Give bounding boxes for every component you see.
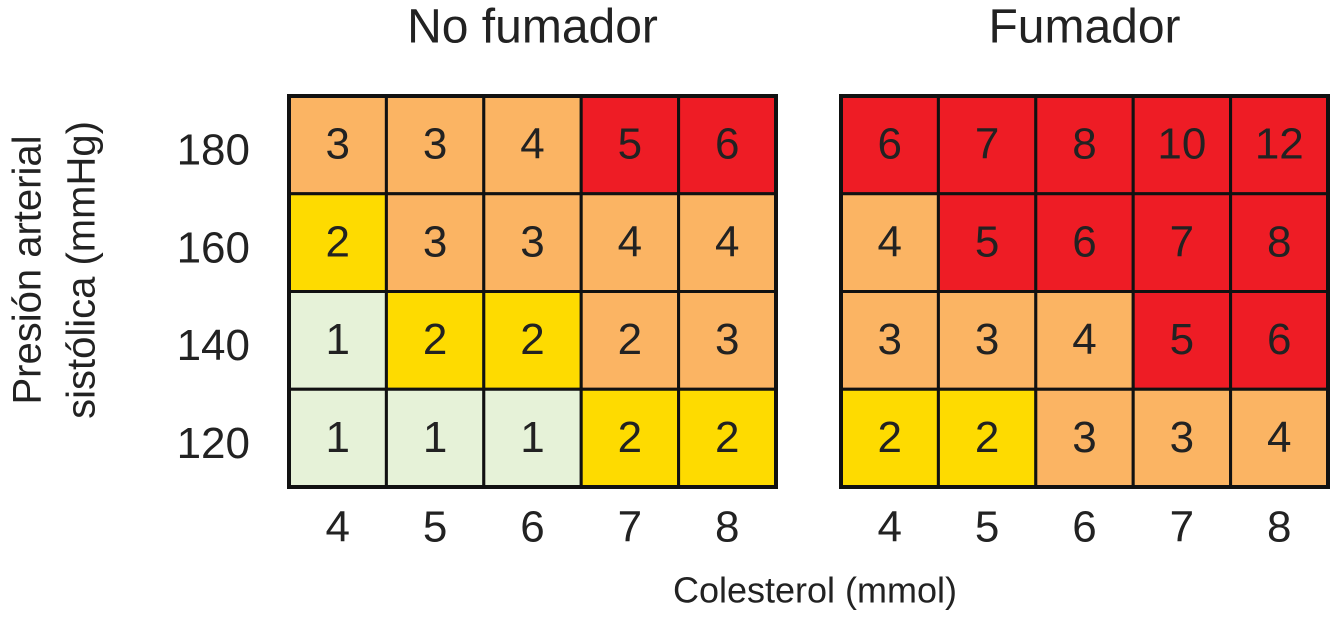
cell-label: 4 <box>877 217 901 266</box>
cell-label: 2 <box>618 413 642 462</box>
x-tick-label: 8 <box>715 503 739 552</box>
cell-label: 6 <box>877 120 901 169</box>
cell-label: 3 <box>423 120 447 169</box>
x-tick-label: 4 <box>325 503 349 552</box>
cell-label: 6 <box>715 120 739 169</box>
cell-label: 3 <box>975 315 999 364</box>
cell-label: 4 <box>618 217 642 266</box>
y-tick-label: 140 <box>177 321 250 370</box>
x-axis-label: Colesterol (mmol) <box>673 570 957 611</box>
cell-label: 4 <box>1072 315 1096 364</box>
heatmap-cell <box>579 290 681 391</box>
cell-label: 3 <box>1072 413 1096 462</box>
cell-label: 3 <box>715 315 739 364</box>
heatmap-cell <box>936 192 1038 293</box>
x-tick-label: 4 <box>877 503 901 552</box>
x-tick-label: 8 <box>1267 503 1291 552</box>
cell-label: 1 <box>423 413 447 462</box>
heatmap-border <box>287 94 778 489</box>
cell-label: 3 <box>1170 413 1194 462</box>
cell-label: 2 <box>423 315 447 364</box>
cell-label: 4 <box>520 120 544 169</box>
x-tick-label: 7 <box>618 503 642 552</box>
heatmap-cell <box>482 192 583 293</box>
cell-label: 1 <box>325 413 349 462</box>
heatmap-cell <box>1131 387 1233 489</box>
cell-label: 2 <box>715 413 739 462</box>
heatmap-cell <box>677 192 778 293</box>
chart-title: Fumador <box>988 1 1180 54</box>
heatmap-cell <box>384 387 486 489</box>
cell-label: 5 <box>975 217 999 266</box>
x-tick-label: 6 <box>1072 503 1096 552</box>
cell-label: 2 <box>975 413 999 462</box>
y-axis-label: Presión arterial <box>6 135 50 404</box>
heatmap-border <box>839 94 1330 489</box>
x-tick-label: 5 <box>975 503 999 552</box>
heatmap-cell <box>384 94 486 196</box>
x-tick-label: 7 <box>1170 503 1194 552</box>
cell-label: 2 <box>520 315 544 364</box>
y-tick-label: 120 <box>177 419 250 468</box>
x-tick-label: 5 <box>423 503 447 552</box>
cell-label: 2 <box>618 315 642 364</box>
y-axis-label: sistólica (mmHg) <box>60 121 104 419</box>
cell-label: 10 <box>1157 120 1206 169</box>
cell-label: 6 <box>1267 315 1291 364</box>
cell-label: 7 <box>1170 217 1194 266</box>
heatmap-cell <box>384 290 486 391</box>
cell-label: 4 <box>1267 413 1291 462</box>
heatmap-cell <box>1229 290 1330 391</box>
heatmap-cell <box>579 387 681 489</box>
cell-label: 7 <box>975 120 999 169</box>
cell-label: 2 <box>877 413 901 462</box>
x-tick-label: 6 <box>520 503 544 552</box>
heatmap-cell <box>1229 387 1330 489</box>
cell-label: 3 <box>325 120 349 169</box>
chart-title: No fumador <box>407 1 658 54</box>
y-tick-label: 180 <box>177 126 250 175</box>
cell-label: 6 <box>1072 217 1096 266</box>
cell-label: 4 <box>715 217 739 266</box>
cell-label: 5 <box>618 120 642 169</box>
y-tick-label: 160 <box>177 223 250 272</box>
heatmap-cell <box>677 387 778 489</box>
cell-label: 5 <box>1170 315 1194 364</box>
heatmap-cell <box>1229 192 1330 293</box>
cell-label: 2 <box>325 217 349 266</box>
heatmap-cell <box>839 192 940 293</box>
cell-label: 1 <box>520 413 544 462</box>
cell-label: 3 <box>877 315 901 364</box>
cell-label: 12 <box>1255 120 1304 169</box>
cell-label: 8 <box>1267 217 1291 266</box>
heatmap-cell <box>936 290 1038 391</box>
cell-label: 1 <box>325 315 349 364</box>
cell-label: 8 <box>1072 120 1096 169</box>
cell-label: 3 <box>423 217 447 266</box>
cell-label: 3 <box>520 217 544 266</box>
